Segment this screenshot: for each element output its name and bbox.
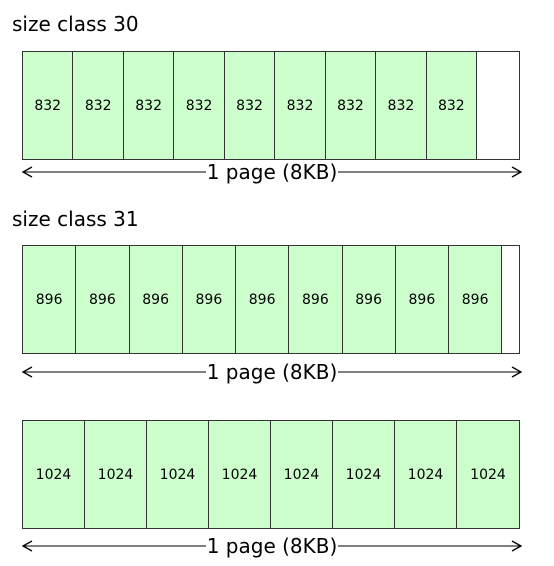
object-slot: 896 — [395, 246, 449, 353]
object-slot: 1024 — [209, 421, 271, 528]
object-slot: 896 — [289, 246, 343, 353]
object-slot: 832 — [174, 52, 225, 159]
object-slot: 832 — [325, 52, 377, 159]
object-slot: 1024 — [23, 421, 85, 528]
object-slot: 896 — [23, 246, 77, 353]
object-slot: 896 — [236, 246, 290, 353]
object-slot: 832 — [23, 52, 74, 159]
arrow-label: 1 page (8KB) — [205, 160, 339, 184]
object-slot: 896 — [129, 246, 183, 353]
section-title: size class 30 — [12, 12, 139, 36]
object-slot: 1024 — [85, 421, 147, 528]
object-slot: 1024 — [395, 421, 457, 528]
object-slot: 832 — [275, 52, 326, 159]
page-box: 832 832 832 832 832 832 832 832 832 — [22, 51, 520, 160]
page-box: 1024 1024 1024 1024 1024 1024 1024 1024 — [22, 420, 520, 529]
page-box: 896 896 896 896 896 896 896 896 896 — [22, 245, 520, 354]
object-slot: 1024 — [457, 421, 519, 528]
object-slot: 896 — [182, 246, 236, 353]
page-width-arrow: 1 page (8KB) — [20, 534, 524, 558]
object-slot: 832 — [224, 52, 276, 159]
object-slot: 832 — [73, 52, 124, 159]
object-slot: 832 — [123, 52, 175, 159]
object-slot: 832 — [376, 52, 427, 159]
object-slot: 1024 — [333, 421, 395, 528]
section-title: size class 31 — [12, 207, 139, 231]
object-slot: 896 — [449, 246, 503, 353]
page-width-arrow: 1 page (8KB) — [20, 160, 524, 184]
object-slot: 1024 — [271, 421, 333, 528]
object-slot: 832 — [426, 52, 478, 159]
object-slot: 896 — [342, 246, 396, 353]
page-width-arrow: 1 page (8KB) — [20, 360, 524, 384]
object-slot: 1024 — [147, 421, 209, 528]
arrow-label: 1 page (8KB) — [205, 360, 339, 384]
arrow-label: 1 page (8KB) — [205, 534, 339, 558]
object-slot: 896 — [76, 246, 130, 353]
